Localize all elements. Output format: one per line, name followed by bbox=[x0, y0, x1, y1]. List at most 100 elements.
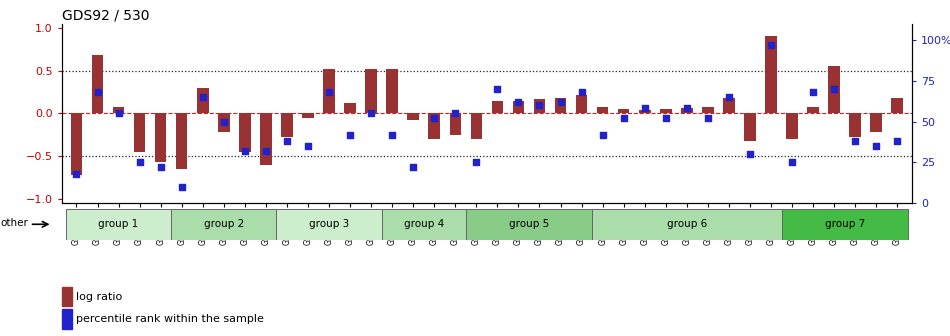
Bar bbox=[66, 209, 171, 240]
Point bbox=[553, 99, 568, 104]
Bar bbox=[576, 94, 587, 114]
Point bbox=[279, 138, 294, 144]
Bar bbox=[176, 114, 187, 169]
Bar bbox=[70, 114, 83, 175]
Point bbox=[406, 165, 421, 170]
Point bbox=[532, 102, 547, 108]
Text: other: other bbox=[0, 218, 28, 228]
Point bbox=[300, 143, 315, 149]
Point bbox=[490, 86, 505, 92]
Bar bbox=[849, 114, 861, 137]
Bar bbox=[387, 69, 398, 114]
Bar bbox=[592, 209, 782, 240]
Bar bbox=[428, 114, 440, 139]
Point bbox=[174, 184, 189, 190]
Point bbox=[153, 165, 168, 170]
Text: group 7: group 7 bbox=[825, 219, 864, 229]
Point bbox=[658, 116, 674, 121]
Point bbox=[847, 138, 863, 144]
Point bbox=[806, 89, 821, 95]
Bar bbox=[681, 108, 693, 114]
Bar bbox=[534, 99, 545, 114]
Point bbox=[69, 171, 85, 176]
Text: group 1: group 1 bbox=[99, 219, 139, 229]
Point bbox=[511, 99, 526, 104]
Bar bbox=[466, 209, 592, 240]
Bar bbox=[302, 114, 314, 118]
Point bbox=[321, 89, 336, 95]
Bar bbox=[449, 114, 461, 135]
Point bbox=[468, 160, 484, 165]
Bar bbox=[260, 114, 272, 165]
Bar bbox=[765, 36, 777, 114]
Point bbox=[427, 116, 442, 121]
Point bbox=[700, 116, 715, 121]
Point bbox=[385, 132, 400, 137]
Point bbox=[785, 160, 800, 165]
Point bbox=[889, 138, 904, 144]
Point bbox=[364, 111, 379, 116]
Bar bbox=[134, 114, 145, 152]
Point bbox=[132, 160, 147, 165]
Bar bbox=[891, 98, 903, 114]
Bar bbox=[491, 101, 504, 114]
Bar bbox=[323, 69, 334, 114]
Bar bbox=[660, 109, 672, 114]
Point bbox=[595, 132, 610, 137]
Bar bbox=[618, 109, 630, 114]
Bar bbox=[470, 114, 483, 139]
Text: group 4: group 4 bbox=[404, 219, 444, 229]
Bar bbox=[239, 114, 251, 152]
Text: group 3: group 3 bbox=[309, 219, 350, 229]
Point bbox=[90, 89, 105, 95]
Bar bbox=[366, 69, 377, 114]
Bar bbox=[62, 287, 72, 306]
Text: GDS92 / 530: GDS92 / 530 bbox=[62, 8, 149, 23]
Point bbox=[217, 119, 232, 124]
Point bbox=[195, 94, 210, 100]
Bar bbox=[382, 209, 466, 240]
Point bbox=[447, 111, 463, 116]
Bar bbox=[828, 66, 840, 114]
Point bbox=[868, 143, 884, 149]
Text: percentile rank within the sample: percentile rank within the sample bbox=[76, 314, 264, 324]
Text: group 2: group 2 bbox=[203, 219, 244, 229]
Bar bbox=[597, 107, 608, 114]
Bar bbox=[555, 98, 566, 114]
Point bbox=[721, 94, 736, 100]
Bar bbox=[744, 114, 756, 141]
Text: log ratio: log ratio bbox=[76, 292, 123, 302]
Bar bbox=[723, 98, 734, 114]
Bar bbox=[197, 88, 209, 114]
Point bbox=[826, 86, 842, 92]
Bar bbox=[787, 114, 798, 139]
Point bbox=[616, 116, 631, 121]
Bar bbox=[639, 110, 651, 114]
Point bbox=[343, 132, 358, 137]
Bar bbox=[782, 209, 908, 240]
Bar bbox=[408, 114, 419, 120]
Bar bbox=[92, 55, 104, 114]
Bar bbox=[702, 107, 713, 114]
Bar bbox=[870, 114, 882, 132]
Bar bbox=[513, 100, 524, 114]
Bar bbox=[808, 107, 819, 114]
Point bbox=[742, 152, 757, 157]
Bar bbox=[218, 114, 230, 132]
Text: group 5: group 5 bbox=[509, 219, 549, 229]
Point bbox=[574, 89, 589, 95]
Point bbox=[679, 106, 694, 111]
Point bbox=[238, 148, 253, 154]
Point bbox=[764, 42, 779, 47]
Text: group 6: group 6 bbox=[667, 219, 707, 229]
Bar bbox=[171, 209, 276, 240]
Bar bbox=[155, 114, 166, 162]
Bar bbox=[281, 114, 293, 137]
Point bbox=[258, 148, 274, 154]
Bar bbox=[62, 309, 72, 329]
Point bbox=[111, 111, 126, 116]
Bar bbox=[276, 209, 382, 240]
Point bbox=[637, 106, 653, 111]
Bar bbox=[344, 103, 356, 114]
Bar bbox=[113, 108, 124, 114]
